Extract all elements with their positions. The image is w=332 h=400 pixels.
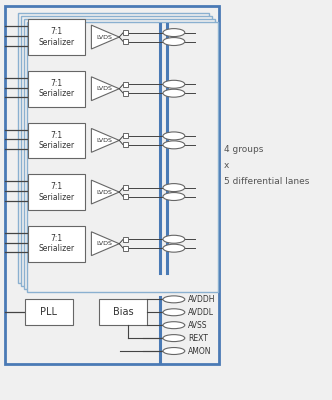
Bar: [123, 246, 128, 251]
Text: 7:1
Serializer: 7:1 Serializer: [39, 27, 75, 47]
Bar: [123, 82, 128, 87]
Bar: [25, 299, 72, 325]
Bar: [123, 142, 128, 147]
Bar: [28, 71, 85, 107]
Polygon shape: [91, 232, 119, 256]
Bar: [123, 30, 128, 35]
Text: 4 groups
x
5 differential lanes: 4 groups x 5 differential lanes: [223, 145, 309, 186]
Bar: [27, 22, 217, 292]
Ellipse shape: [163, 335, 185, 342]
Ellipse shape: [163, 29, 185, 36]
Text: 7:1
Serializer: 7:1 Serializer: [39, 131, 75, 150]
Bar: [28, 122, 85, 158]
Ellipse shape: [163, 296, 185, 303]
Text: 7:1
Serializer: 7:1 Serializer: [39, 234, 75, 254]
Ellipse shape: [163, 89, 185, 97]
Text: AVDDH: AVDDH: [188, 295, 215, 304]
Ellipse shape: [163, 322, 185, 329]
Polygon shape: [91, 25, 119, 49]
Bar: [123, 91, 128, 96]
Text: AMON: AMON: [188, 346, 211, 356]
Bar: [28, 226, 85, 262]
Bar: [28, 174, 85, 210]
Text: AVDDL: AVDDL: [188, 308, 214, 317]
Ellipse shape: [163, 192, 185, 200]
Text: 7:1
Serializer: 7:1 Serializer: [39, 182, 75, 202]
Bar: [123, 39, 128, 44]
Bar: [123, 194, 128, 199]
Ellipse shape: [163, 235, 185, 243]
Text: LVDS: LVDS: [96, 34, 112, 40]
Text: AVSS: AVSS: [188, 321, 207, 330]
Bar: [18, 13, 208, 284]
Text: REXT: REXT: [188, 334, 208, 342]
Text: LVDS: LVDS: [96, 241, 112, 246]
Text: LVDS: LVDS: [96, 190, 112, 194]
Text: LVDS: LVDS: [96, 86, 112, 91]
Bar: [123, 185, 128, 190]
Bar: [123, 134, 128, 138]
Ellipse shape: [163, 38, 185, 46]
Text: PLL: PLL: [40, 307, 57, 317]
Bar: [123, 237, 128, 242]
Text: 7:1
Serializer: 7:1 Serializer: [39, 79, 75, 98]
Bar: [99, 299, 147, 325]
Bar: [24, 19, 214, 290]
Text: Bias: Bias: [113, 307, 133, 317]
Ellipse shape: [163, 132, 185, 140]
Bar: [5, 6, 218, 364]
Ellipse shape: [163, 309, 185, 316]
Ellipse shape: [163, 141, 185, 149]
Polygon shape: [91, 128, 119, 152]
Text: LVDS: LVDS: [96, 138, 112, 143]
Ellipse shape: [163, 184, 185, 192]
Polygon shape: [91, 180, 119, 204]
Bar: [28, 19, 85, 55]
Ellipse shape: [163, 348, 185, 354]
Ellipse shape: [163, 244, 185, 252]
Polygon shape: [91, 77, 119, 101]
Ellipse shape: [163, 80, 185, 88]
Bar: [21, 16, 211, 286]
